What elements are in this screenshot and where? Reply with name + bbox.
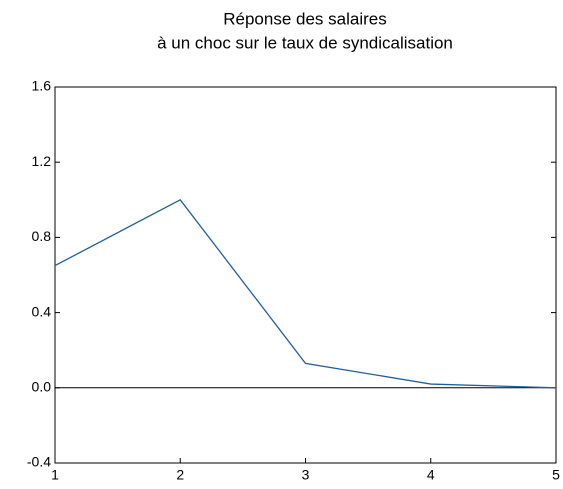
chart-subtitle: à un choc sur le taux de syndicalisation: [157, 33, 453, 52]
x-tick-label: 2: [176, 467, 184, 483]
x-tick-label: 5: [552, 467, 560, 483]
y-tick-label: -0.4: [27, 454, 51, 470]
y-tick-label: 0.8: [32, 228, 52, 244]
x-tick-label: 4: [427, 467, 435, 483]
chart-title: Réponse des salaires: [223, 9, 386, 28]
y-tick-label: 0.4: [32, 303, 52, 319]
y-tick-label: 0.0: [32, 379, 52, 395]
y-tick-label: 1.6: [32, 78, 52, 94]
x-tick-label: 3: [302, 467, 310, 483]
line-series: [54, 198, 557, 389]
x-tick-label: 1: [51, 467, 59, 483]
plot-frame: [54, 86, 557, 464]
y-tick-label: 1.2: [32, 153, 52, 169]
